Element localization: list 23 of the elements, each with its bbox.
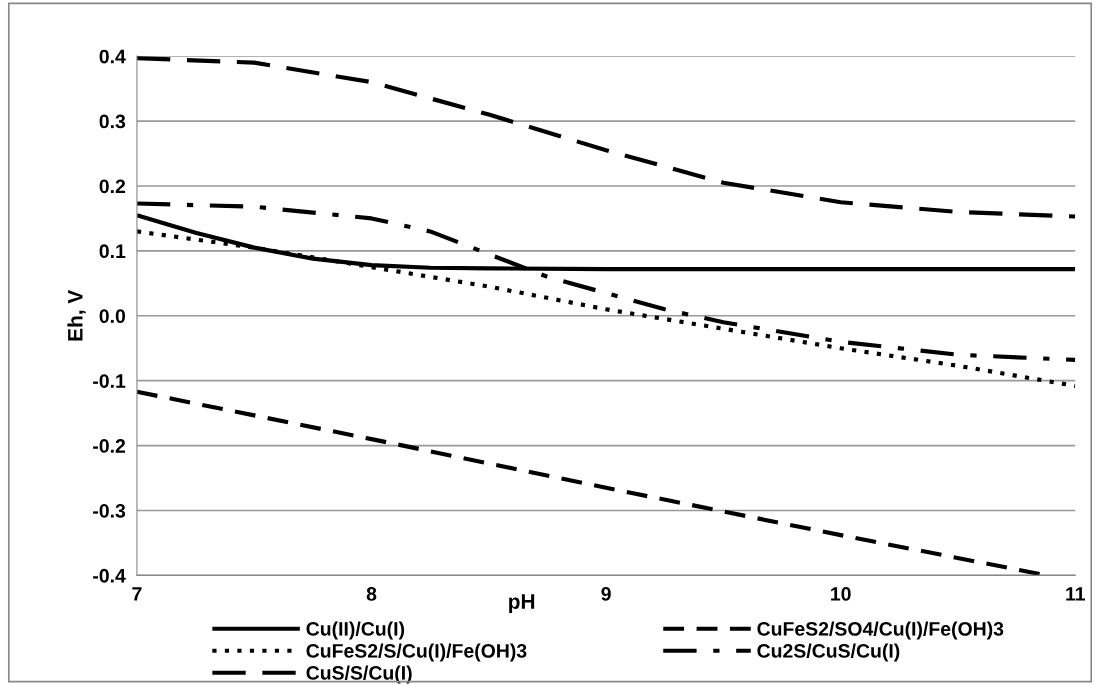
legend-label: Cu(II)/Cu(I)	[306, 621, 405, 640]
x-tick-label: 7	[132, 587, 142, 601]
x-axis-title: pH	[509, 594, 535, 613]
x-tick-label: 11	[1066, 587, 1085, 601]
y-axis-title: Eh, V	[67, 289, 86, 341]
y-tick-label: 0.4	[99, 49, 126, 64]
y-tick-label: -0.4	[93, 568, 126, 583]
y-tick-label: 0.3	[99, 114, 126, 129]
y-tick-label: -0.3	[93, 503, 126, 518]
line-series	[136, 56, 1076, 219]
x-tick-label: 10	[831, 587, 851, 601]
y-tick-label: -0.2	[93, 439, 126, 453]
y-tick-label: 0.2	[99, 179, 126, 194]
x-tick-label: 9	[601, 587, 611, 601]
legend-label: CuFeS2/S/Cu(I)/Fe(OH)3	[306, 643, 527, 662]
y-tick-label: 0.0	[99, 309, 126, 324]
line-series	[136, 201, 1076, 363]
y-tick-label: 0.1	[99, 244, 126, 259]
legend-label: Cu2S/CuS/Cu(I)	[757, 643, 900, 662]
y-tick-label: -0.1	[93, 374, 126, 388]
legend-label: CuFeS2/SO4/Cu(I)/Fe(OH)3	[757, 621, 1004, 640]
legend-label: CuS/S/Cu(I)	[306, 665, 412, 684]
x-tick-label: 8	[366, 587, 377, 601]
